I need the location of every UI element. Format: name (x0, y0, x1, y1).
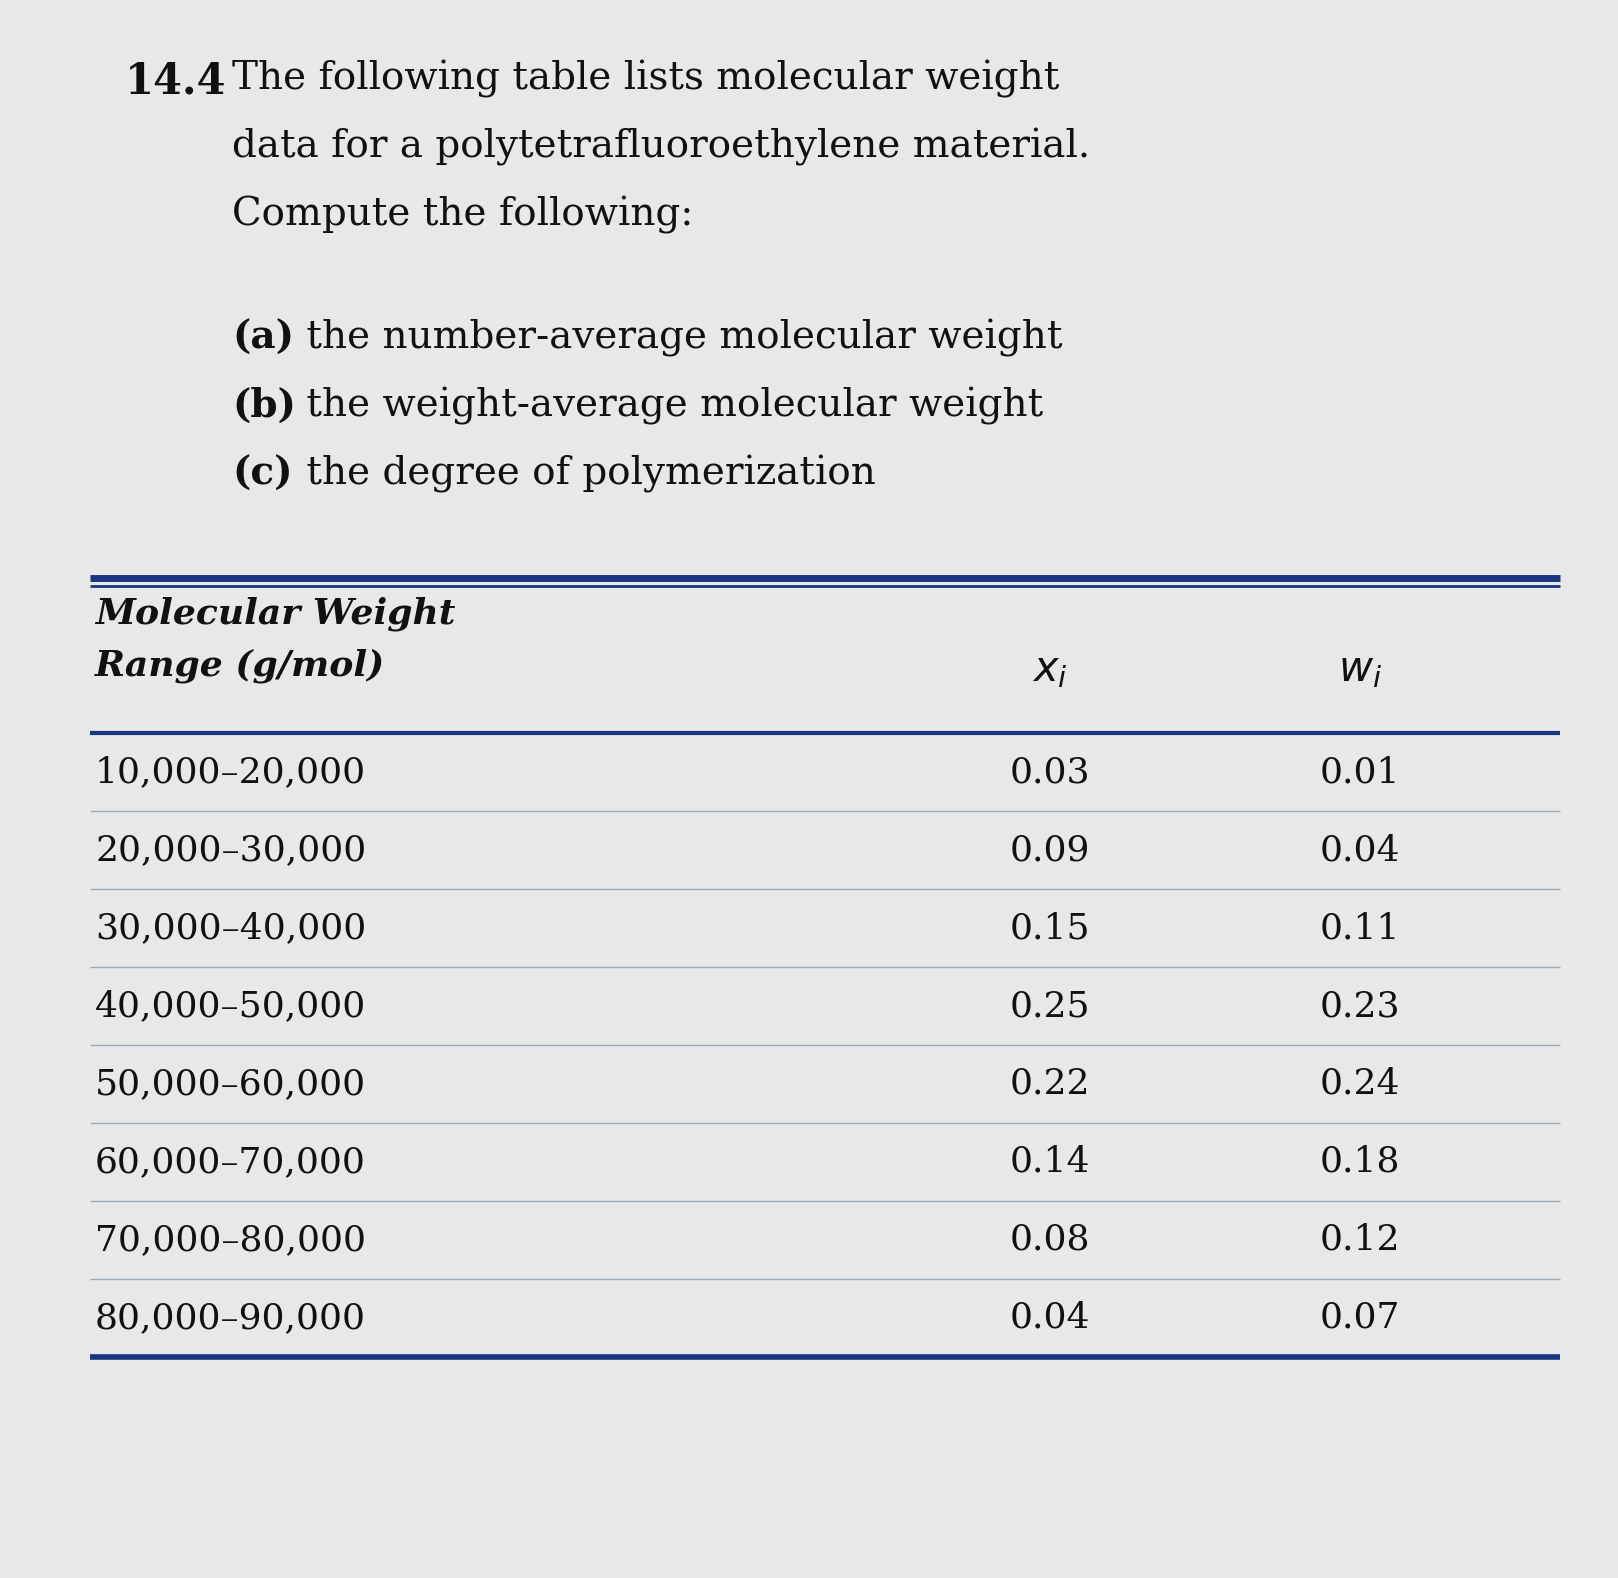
Text: 0.04: 0.04 (1010, 1300, 1091, 1335)
Text: 0.12: 0.12 (1320, 1223, 1400, 1258)
Text: $w_i$: $w_i$ (1338, 649, 1382, 690)
Text: 0.25: 0.25 (1010, 989, 1091, 1023)
Text: 0.15: 0.15 (1010, 911, 1091, 945)
Text: 80,000–90,000: 80,000–90,000 (95, 1300, 366, 1335)
Text: 0.08: 0.08 (1010, 1223, 1091, 1258)
Text: The following table lists molecular weight: The following table lists molecular weig… (231, 60, 1060, 98)
Text: 0.01: 0.01 (1320, 754, 1400, 789)
Text: 0.03: 0.03 (1010, 754, 1091, 789)
Text: 20,000–30,000: 20,000–30,000 (95, 833, 366, 866)
Text: 0.11: 0.11 (1320, 911, 1400, 945)
Text: Range (g/mol): Range (g/mol) (95, 649, 385, 683)
Text: (b): (b) (231, 387, 296, 424)
Text: 0.23: 0.23 (1320, 989, 1400, 1023)
Text: 0.09: 0.09 (1010, 833, 1091, 866)
Text: 40,000–50,000: 40,000–50,000 (95, 989, 366, 1023)
Text: Molecular Weight: Molecular Weight (95, 596, 456, 631)
Text: (a): (a) (231, 319, 294, 357)
Text: 0.24: 0.24 (1320, 1067, 1400, 1101)
Text: 60,000–70,000: 60,000–70,000 (95, 1146, 366, 1179)
Text: 14.4: 14.4 (125, 60, 227, 103)
Text: the number-average molecular weight: the number-average molecular weight (294, 319, 1063, 357)
Text: (c): (c) (231, 454, 293, 492)
Text: 0.07: 0.07 (1320, 1300, 1400, 1335)
Text: 70,000–80,000: 70,000–80,000 (95, 1223, 366, 1258)
Text: 0.04: 0.04 (1320, 833, 1400, 866)
Text: 30,000–40,000: 30,000–40,000 (95, 911, 366, 945)
Text: 0.14: 0.14 (1010, 1146, 1091, 1179)
Text: $x_i$: $x_i$ (1032, 649, 1068, 690)
Text: 0.18: 0.18 (1320, 1146, 1400, 1179)
Text: data for a polytetrafluoroethylene material.: data for a polytetrafluoroethylene mater… (231, 128, 1091, 166)
Text: 50,000–60,000: 50,000–60,000 (95, 1067, 366, 1101)
Text: 10,000–20,000: 10,000–20,000 (95, 754, 366, 789)
Text: the weight-average molecular weight: the weight-average molecular weight (294, 387, 1044, 424)
Text: Compute the following:: Compute the following: (231, 196, 694, 234)
Text: 0.22: 0.22 (1010, 1067, 1091, 1101)
Text: the degree of polymerization: the degree of polymerization (294, 454, 875, 492)
